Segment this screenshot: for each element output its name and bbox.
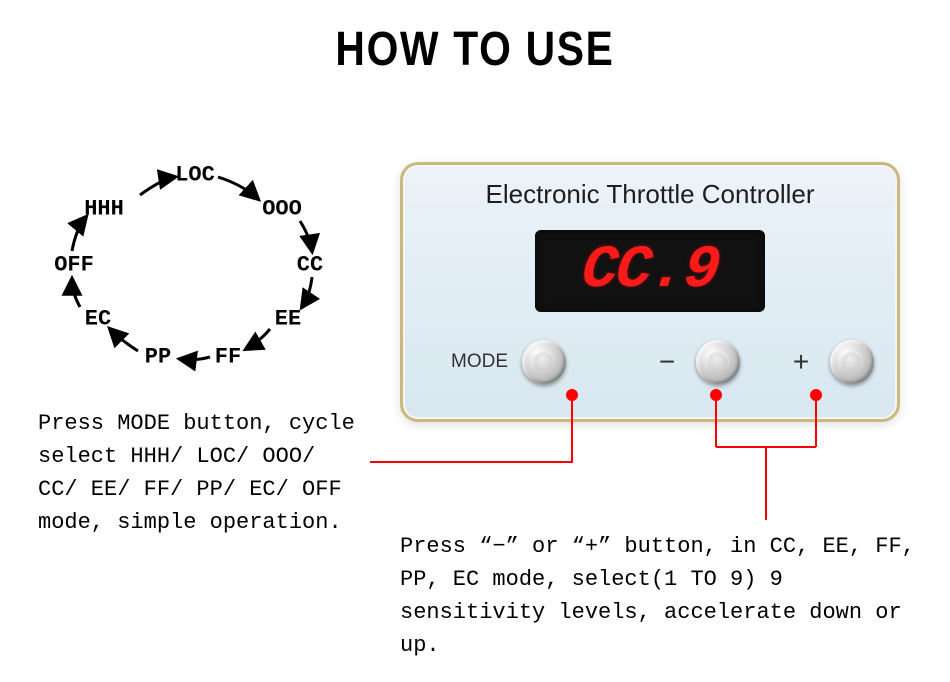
mode-cycle-diagram: LOC OOO CC EE FF PP EC OFF HHH (50, 157, 330, 372)
mode-node-hhh: HHH (84, 197, 124, 222)
minus-sign: − (656, 346, 678, 378)
button-row: MODE − + (403, 340, 897, 384)
mode-label: MODE (451, 351, 508, 373)
instruction-mode: Press MODE button, cycle select HHH/ LOC… (38, 407, 368, 539)
mode-node-loc: LOC (175, 163, 215, 188)
device-panel: Electronic Throttle Controller CC.9 MODE… (400, 162, 900, 422)
led-display: CC.9 (535, 230, 765, 312)
mode-node-ee: EE (275, 307, 301, 332)
mode-button[interactable] (522, 340, 566, 384)
minus-button[interactable] (696, 340, 740, 384)
instruction-sensitivity: Press “−” or “+” button, in CC, EE, FF, … (400, 530, 920, 662)
mode-node-ec: EC (85, 307, 111, 332)
page-title: HOW TO USE (71, 22, 879, 77)
mode-node-cc: CC (297, 253, 323, 278)
device-title: Electronic Throttle Controller (403, 179, 897, 210)
mode-node-off: OFF (54, 253, 94, 278)
mode-node-ooo: OOO (262, 197, 302, 222)
display-value: CC.9 (579, 241, 720, 301)
plus-sign: + (790, 346, 812, 378)
mode-node-ff: FF (215, 345, 241, 370)
mode-node-pp: PP (145, 345, 171, 370)
plus-button[interactable] (830, 340, 874, 384)
